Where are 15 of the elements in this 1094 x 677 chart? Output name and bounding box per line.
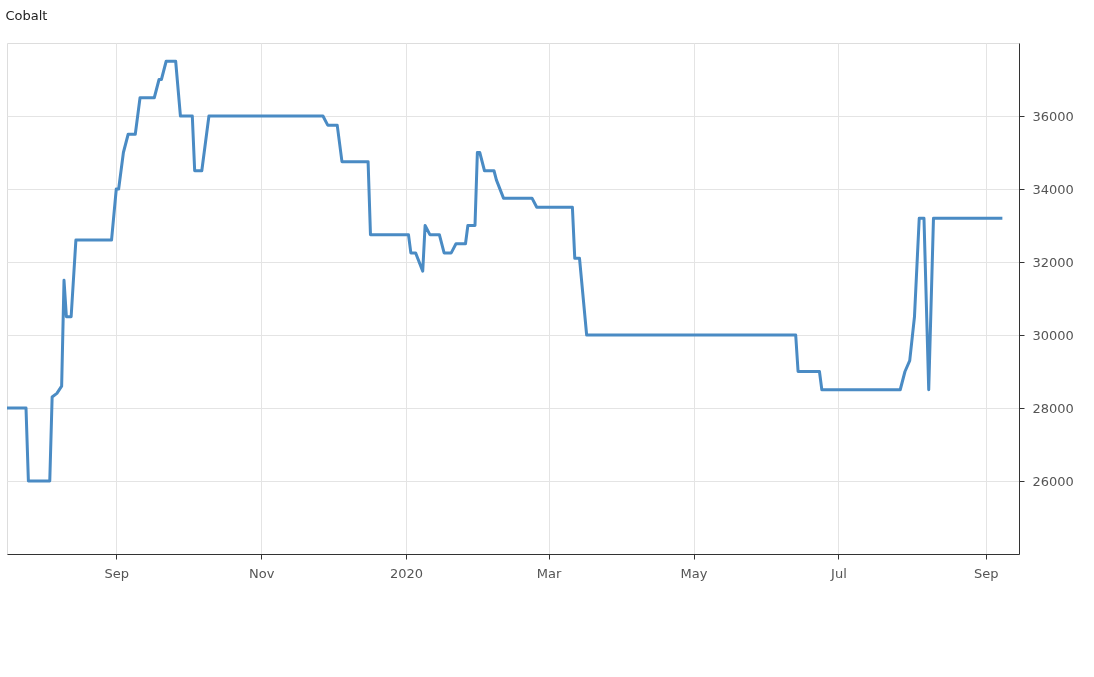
chart-title: Cobalt bbox=[5, 8, 48, 23]
y-tick-label: 34000 bbox=[1032, 181, 1074, 197]
y-tick-label: 28000 bbox=[1032, 400, 1074, 416]
x-tick-label: May bbox=[680, 565, 708, 581]
line-series bbox=[5, 59, 1004, 483]
x-tick-label: Jul bbox=[830, 565, 847, 581]
x-tick-label: Sep bbox=[104, 565, 130, 581]
y-tick-label: 32000 bbox=[1032, 254, 1074, 270]
y-tick-label: 30000 bbox=[1032, 327, 1074, 343]
x-tick-label: Nov bbox=[249, 565, 275, 581]
x-tick-label: Mar bbox=[536, 565, 563, 581]
x-tick-label: Sep bbox=[973, 565, 999, 581]
y-tick-label: 26000 bbox=[1032, 473, 1074, 489]
y-tick-label: 36000 bbox=[1032, 108, 1074, 124]
x-tick-label: 2020 bbox=[390, 565, 424, 581]
